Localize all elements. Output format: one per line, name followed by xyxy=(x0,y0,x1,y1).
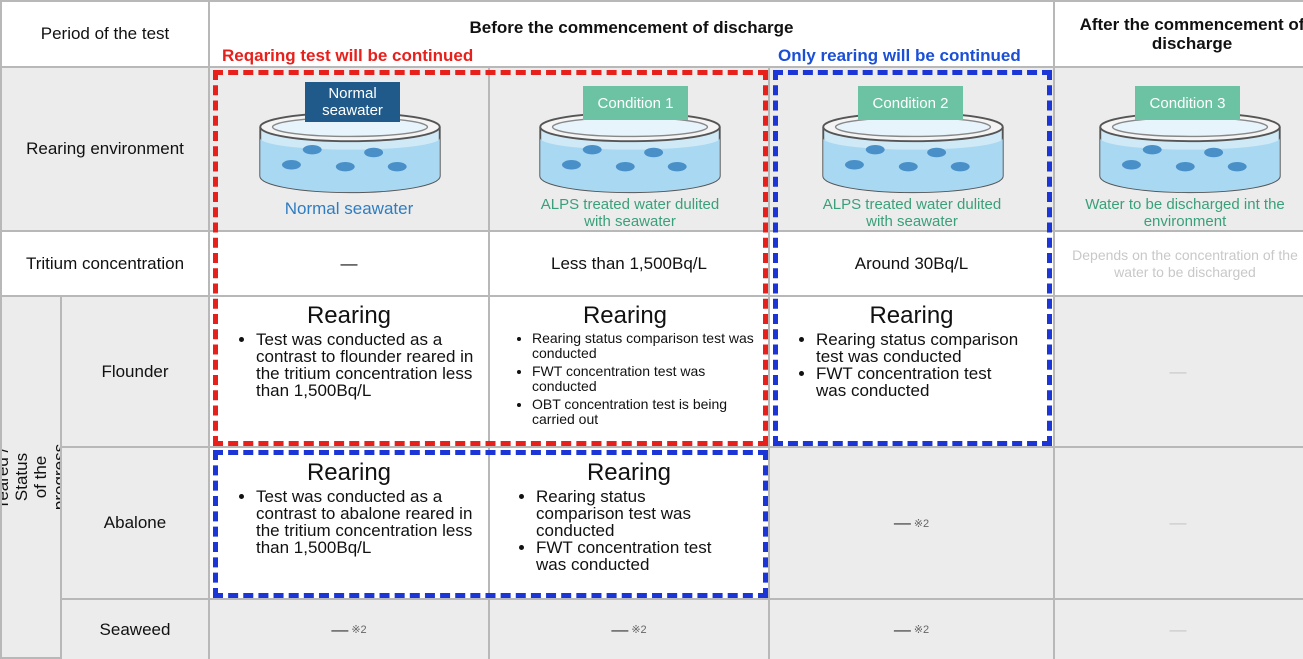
env-caption: ALPS treated water dulited with seawater xyxy=(822,196,1002,230)
header-period: Period of the test xyxy=(40,24,170,43)
status-bullet: FWT concentration test was conducted xyxy=(816,365,1026,399)
dash: — xyxy=(611,619,629,639)
env-cell: Condition 1 ALPS treated water dulited w… xyxy=(490,68,770,232)
dash: — xyxy=(893,619,911,639)
env-caption: ALPS treated water dulited with seawater xyxy=(540,196,720,230)
tritium-value: Around 30Bq/L xyxy=(854,253,969,273)
row-label: Seaweed xyxy=(62,600,210,659)
env-cell: Condition 2 ALPS treated water dulited w… xyxy=(770,68,1055,232)
status-cell: Rearing Rearing status comparison test w… xyxy=(770,297,1055,448)
row-label: Flounder xyxy=(62,297,210,448)
tritium-value: — xyxy=(340,253,358,273)
status-cell: Rearing Rearing status comparison test w… xyxy=(490,297,770,448)
tank-icon xyxy=(818,110,1008,195)
env-caption: Normal seawater xyxy=(284,199,414,218)
condition-tag: Condition 3 xyxy=(1135,86,1240,120)
status-bullet: FWT concentration test was conducted xyxy=(536,539,736,573)
tritium-cell: — xyxy=(210,232,490,297)
blue-note: Only rearing will be continued xyxy=(778,46,1021,65)
condition-tag: Normal seawater xyxy=(305,82,400,122)
tritium-cell: Depends on the concentration of the wate… xyxy=(1055,232,1303,297)
status-bullet: OBT concentration test is being carried … xyxy=(532,397,756,427)
row-label-text: Tritium concentration xyxy=(25,253,185,273)
status-heading: Rearing xyxy=(582,302,668,329)
status-bullet: Rearing status comparison test was condu… xyxy=(816,331,1026,365)
row-label-text: Seaweed xyxy=(99,619,171,639)
header-cell: After the commencement of discharge xyxy=(1055,0,1303,68)
condition-tag: Condition 2 xyxy=(858,86,963,120)
dash: — xyxy=(893,513,911,532)
header-before: Before the commencement of discharge xyxy=(469,18,794,37)
tank-icon xyxy=(535,110,725,195)
red-note: Reqaring test will be continued xyxy=(222,46,474,65)
tritium-cell: Less than 1,500Bq/L xyxy=(490,232,770,297)
status-cell: — xyxy=(1055,448,1303,600)
dash: — xyxy=(1169,361,1187,381)
status-cell: — ※2 xyxy=(210,600,490,659)
status-cell: — ※2 xyxy=(770,448,1055,600)
status-bullet: Test was conducted as a contrast to abal… xyxy=(256,488,476,556)
row-label-text: Abalone xyxy=(103,513,167,532)
subjects-label: Subjects being reared / Status of the pr… xyxy=(0,443,62,511)
status-bullet: Rearing status comparison test was condu… xyxy=(532,331,756,361)
dash: — xyxy=(1169,513,1187,532)
status-cell: — ※2 xyxy=(490,600,770,659)
env-caption: Water to be discharged int the environme… xyxy=(1085,196,1285,230)
dash: — xyxy=(331,619,349,639)
note: ※2 xyxy=(351,624,367,636)
note: ※2 xyxy=(913,517,930,530)
header-cell: Period of the test xyxy=(0,0,210,68)
status-cell: Rearing Test was conducted as a contrast… xyxy=(210,297,490,448)
status-heading: Rearing xyxy=(306,302,392,329)
dash: — xyxy=(1169,619,1187,639)
env-cell: Normal seawater Normal seawater xyxy=(210,68,490,232)
tank-icon xyxy=(255,110,445,195)
condition-tag: Condition 1 xyxy=(583,86,688,120)
status-heading: Rearing xyxy=(869,302,954,329)
status-cell: Rearing Rearing status comparison test w… xyxy=(490,448,770,600)
status-heading: Rearing xyxy=(306,459,392,486)
tritium-value: Depends on the concentration of the wate… xyxy=(1072,246,1298,280)
env-cell: Condition 3 Water to be discharged int t… xyxy=(1055,68,1303,232)
row-label: Rearing environment xyxy=(0,68,210,232)
note: ※2 xyxy=(913,624,930,636)
row-label: Tritium concentration xyxy=(0,232,210,297)
status-cell: — xyxy=(1055,600,1303,659)
note: ※2 xyxy=(631,624,647,636)
status-cell: — ※2 xyxy=(770,600,1055,659)
row-label-text: Flounder xyxy=(101,361,169,381)
tritium-cell: Around 30Bq/L xyxy=(770,232,1055,297)
tritium-value: Less than 1,500Bq/L xyxy=(551,253,707,273)
row-label-text: Rearing environment xyxy=(26,139,184,158)
status-heading: Rearing xyxy=(586,459,672,486)
status-cell: — xyxy=(1055,297,1303,448)
header-after: After the commencement of discharge xyxy=(1079,15,1303,53)
status-cell: Rearing Test was conducted as a contrast… xyxy=(210,448,490,600)
status-bullet: FWT concentration test was conducted xyxy=(532,364,756,394)
row-label: Abalone xyxy=(62,448,210,600)
header-cell: Before the commencement of discharge Req… xyxy=(210,0,1055,68)
subjects-label-cell: Subjects being reared / Status of the pr… xyxy=(0,297,62,659)
tank-icon xyxy=(1095,110,1285,195)
status-bullet: Rearing status comparison test was condu… xyxy=(536,488,736,539)
status-bullet: Test was conducted as a contrast to flou… xyxy=(256,331,476,399)
